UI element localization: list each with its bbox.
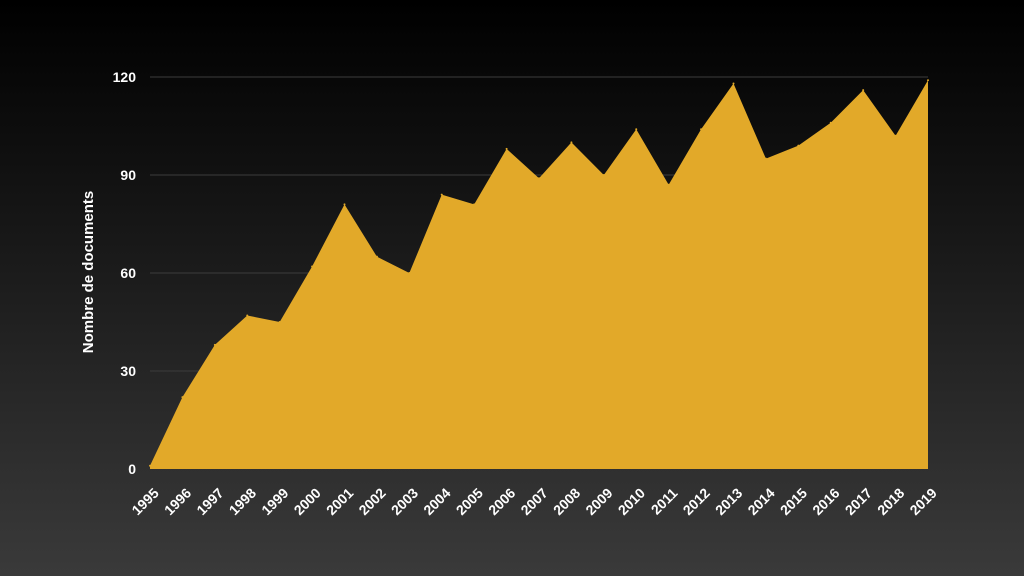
x-axis-tick-labels: 1995 1996 1997 1998 1999 2000 2001 2002 2003 2004… <box>128 485 939 518</box>
data-point-2018 <box>894 134 897 137</box>
data-point-1999 <box>278 321 281 323</box>
data-point-2019 <box>927 79 929 82</box>
x-tick-label: 2010 <box>615 485 648 518</box>
x-tick-label: 2003 <box>388 485 421 518</box>
data-point-2017 <box>862 89 865 92</box>
x-tick-label: 2014 <box>744 485 777 518</box>
x-tick-label: 2019 <box>906 485 939 518</box>
data-point-2016 <box>829 121 832 124</box>
area-fill <box>150 80 928 470</box>
y-tick-label: 120 <box>113 69 137 85</box>
data-point-2012 <box>700 128 703 131</box>
x-tick-label: 2006 <box>485 485 518 518</box>
data-point-2015 <box>797 144 800 147</box>
x-tick-label: 1997 <box>193 485 226 518</box>
data-point-1996 <box>181 396 184 399</box>
x-tick-label: 2005 <box>453 485 486 518</box>
data-point-2007 <box>538 177 540 180</box>
data-point-2000 <box>311 265 314 268</box>
data-point-1998 <box>246 314 249 317</box>
x-tick-label: 2011 <box>648 485 681 518</box>
x-tick-label: 2017 <box>842 485 875 518</box>
data-point-2010 <box>635 128 638 131</box>
x-tick-label: 1995 <box>128 485 161 518</box>
x-tick-label: 2016 <box>809 485 842 518</box>
y-tick-label: 30 <box>120 363 136 379</box>
x-tick-label: 2015 <box>777 485 810 518</box>
data-point-1995 <box>149 464 151 467</box>
x-tick-label: 2012 <box>680 485 713 518</box>
x-tick-label: 1999 <box>258 485 291 518</box>
x-tick-label: 2000 <box>291 485 324 518</box>
data-point-2009 <box>602 174 605 176</box>
y-axis-tick-labels: 0 30 60 90 120 <box>113 69 137 477</box>
area-series <box>149 79 929 470</box>
y-axis-title: Nombre de documents <box>80 191 97 354</box>
x-tick-label: 2001 <box>323 485 356 518</box>
y-tick-label: 0 <box>128 461 136 477</box>
data-point-2005 <box>473 203 476 206</box>
x-tick-label: 2008 <box>550 485 583 518</box>
x-tick-label: 2009 <box>582 485 615 518</box>
data-point-2006 <box>505 147 508 150</box>
data-point-2001 <box>343 203 346 206</box>
data-point-2002 <box>375 255 378 258</box>
x-tick-label: 2013 <box>712 485 745 518</box>
data-point-2004 <box>440 193 443 196</box>
x-tick-label: 2007 <box>517 485 550 518</box>
y-tick-label: 90 <box>120 167 136 183</box>
data-point-2013 <box>732 82 735 85</box>
data-point-2003 <box>408 272 411 274</box>
data-point-2014 <box>764 157 767 160</box>
data-point-2011 <box>667 183 670 186</box>
y-tick-label: 60 <box>120 265 136 281</box>
x-tick-label: 1996 <box>161 485 194 518</box>
x-tick-label: 2002 <box>355 485 388 518</box>
x-tick-label: 2018 <box>874 485 907 518</box>
x-tick-label: 1998 <box>226 485 259 518</box>
data-point-1997 <box>213 343 216 346</box>
data-point-2008 <box>570 141 573 144</box>
x-tick-label: 2004 <box>420 485 453 518</box>
